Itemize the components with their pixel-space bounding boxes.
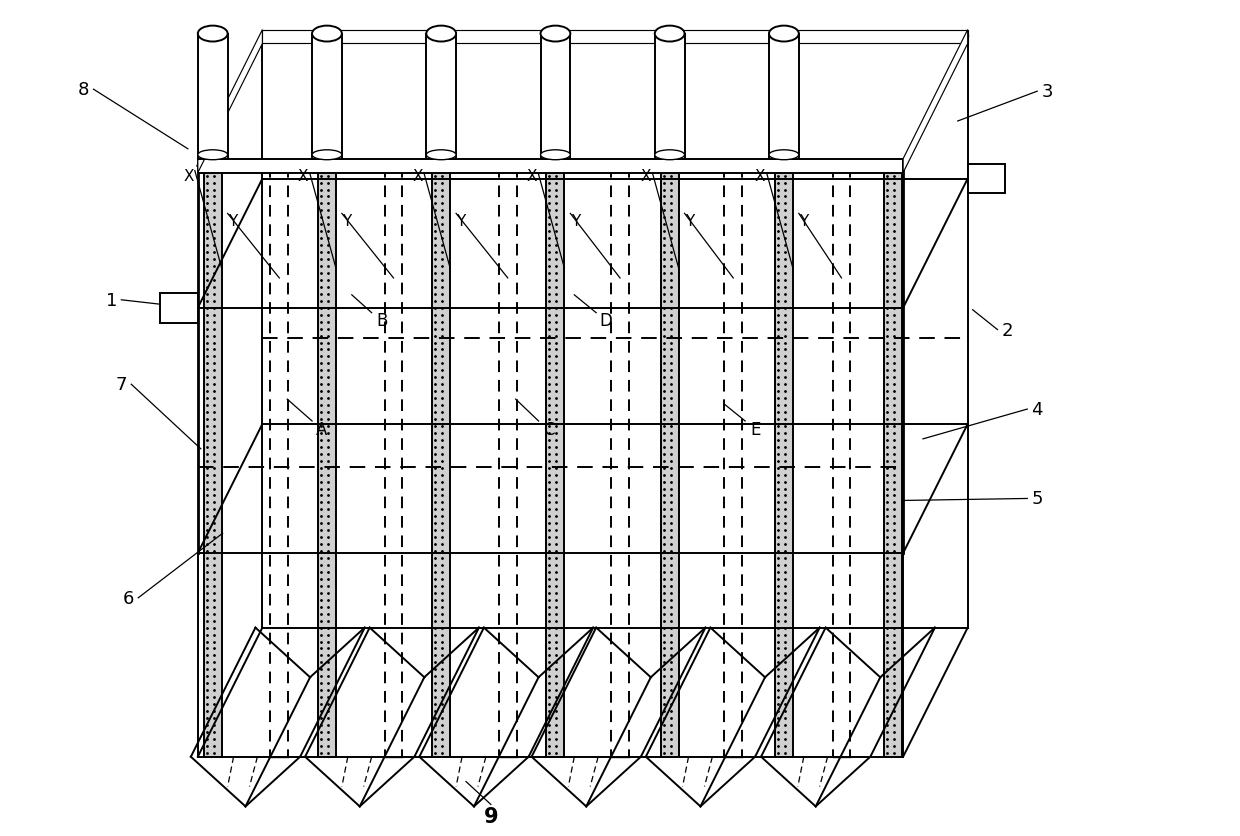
Text: 8: 8 bbox=[78, 81, 89, 99]
Ellipse shape bbox=[541, 150, 570, 161]
Text: Y: Y bbox=[799, 213, 808, 228]
Bar bbox=[655, 34, 684, 160]
Bar bbox=[661, 166, 678, 757]
Text: X: X bbox=[526, 169, 537, 184]
Text: D: D bbox=[600, 311, 613, 329]
Bar bbox=[967, 165, 1006, 194]
Text: 6: 6 bbox=[123, 589, 134, 607]
Ellipse shape bbox=[427, 150, 456, 161]
Polygon shape bbox=[903, 31, 967, 173]
Bar bbox=[198, 160, 903, 173]
Text: X: X bbox=[412, 169, 423, 184]
Bar bbox=[317, 166, 336, 757]
Bar bbox=[775, 166, 792, 757]
Text: Y: Y bbox=[342, 213, 351, 228]
Bar bbox=[427, 34, 456, 160]
Text: X: X bbox=[641, 169, 651, 184]
Bar bbox=[312, 34, 342, 160]
Text: E: E bbox=[750, 421, 760, 438]
Ellipse shape bbox=[769, 27, 799, 43]
Text: C: C bbox=[543, 421, 554, 438]
Text: 3: 3 bbox=[1042, 83, 1053, 101]
Text: 9: 9 bbox=[484, 807, 498, 826]
Text: X: X bbox=[755, 169, 765, 184]
Ellipse shape bbox=[198, 150, 228, 161]
Ellipse shape bbox=[541, 27, 570, 43]
Text: X: X bbox=[184, 169, 195, 184]
Ellipse shape bbox=[198, 27, 228, 43]
Text: 1: 1 bbox=[105, 292, 117, 309]
Bar bbox=[547, 166, 564, 757]
Bar bbox=[198, 34, 228, 160]
Ellipse shape bbox=[312, 150, 342, 161]
Bar bbox=[160, 293, 198, 324]
Bar bbox=[541, 34, 570, 160]
Ellipse shape bbox=[655, 150, 684, 161]
Text: Y: Y bbox=[570, 213, 580, 228]
Ellipse shape bbox=[769, 150, 799, 161]
Bar bbox=[884, 166, 903, 757]
Text: Y: Y bbox=[456, 213, 466, 228]
Ellipse shape bbox=[655, 27, 684, 43]
Text: 4: 4 bbox=[1032, 400, 1043, 419]
Text: X: X bbox=[298, 169, 309, 184]
Ellipse shape bbox=[427, 27, 456, 43]
Ellipse shape bbox=[312, 27, 342, 43]
Text: 2: 2 bbox=[1002, 321, 1013, 339]
Polygon shape bbox=[198, 31, 263, 173]
Text: B: B bbox=[376, 311, 387, 329]
Text: Y: Y bbox=[228, 213, 237, 228]
Bar bbox=[433, 166, 450, 757]
Bar bbox=[203, 166, 222, 757]
Text: A: A bbox=[316, 421, 327, 438]
Text: 7: 7 bbox=[115, 375, 126, 394]
Bar bbox=[769, 34, 799, 160]
Bar bbox=[263, 31, 967, 44]
Text: 5: 5 bbox=[1032, 490, 1043, 507]
Text: Y: Y bbox=[684, 213, 694, 228]
